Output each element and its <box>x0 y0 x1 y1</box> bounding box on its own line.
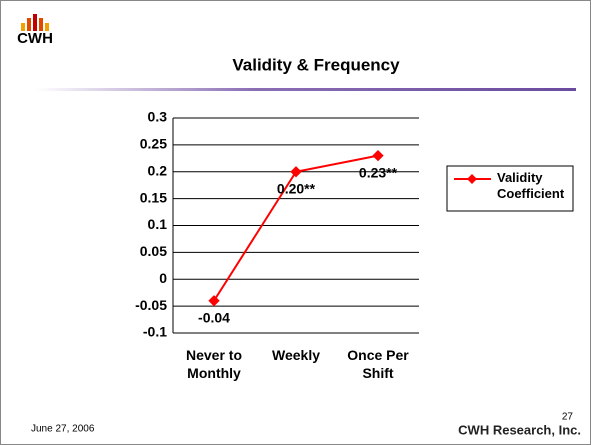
data-point <box>208 295 220 307</box>
legend-box <box>446 165 574 212</box>
page-number: 27 <box>562 412 574 423</box>
chart-title: Validity & Frequency <box>232 55 400 74</box>
logo-icon <box>21 14 49 31</box>
y-tick-label: 0.25 <box>140 136 167 152</box>
x-tick-label: Never to Monthly <box>185 347 243 381</box>
y-tick-label: 0 <box>159 270 167 286</box>
legend-label: Validity Coefficient <box>497 170 565 201</box>
y-tick-label: 0.05 <box>140 243 167 259</box>
data-point <box>372 149 384 162</box>
data-label: 0.23** <box>359 164 398 180</box>
data-label: 0.20** <box>277 180 316 196</box>
logo-text: CWH <box>17 30 53 47</box>
x-tick-label: Weekly <box>272 347 320 363</box>
title-rule <box>36 88 576 91</box>
company-name: CWH Research, Inc. <box>458 422 581 437</box>
y-tick-label: 0.2 <box>148 162 168 178</box>
y-tick-label: 0.3 <box>148 109 168 125</box>
data-point <box>290 166 302 178</box>
y-tick-label: 0.15 <box>140 189 167 205</box>
y-tick-label: -0.05 <box>135 297 167 313</box>
data-label: -0.04 <box>198 309 230 325</box>
y-tick-label: 0.1 <box>148 216 168 232</box>
footer-date: June 27, 2006 <box>31 424 95 435</box>
y-tick-label: -0.1 <box>143 324 167 340</box>
legend-marker <box>467 174 477 184</box>
x-tick-label: Once Per Shift <box>347 347 409 381</box>
